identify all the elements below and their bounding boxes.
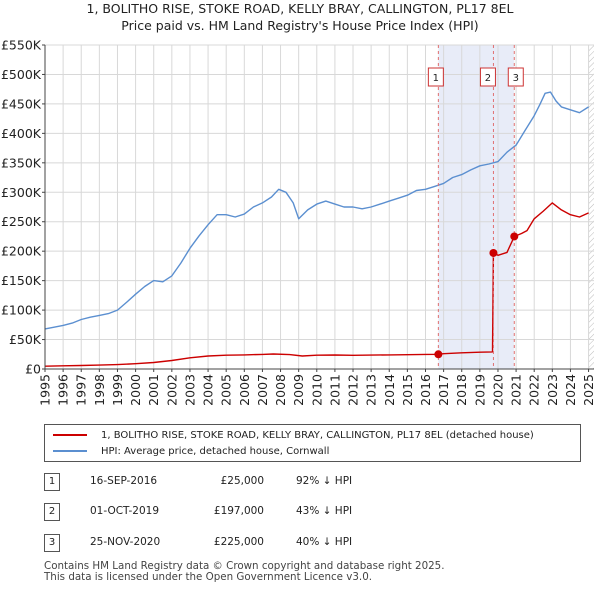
y-tick-label: £400K [1, 126, 42, 141]
y-tick-label: £450K [1, 96, 42, 111]
footer-line-copyright: Contains HM Land Registry data © Crown c… [44, 560, 445, 572]
y-tick-label: £200K [1, 244, 42, 259]
sale-price: £25,000 [220, 475, 264, 487]
sale-hpi-diff: 40% ↓ HPI [296, 536, 353, 548]
legend-label-property: 1, BOLITHO RISE, STOKE ROAD, KELLY BRAY,… [101, 429, 534, 441]
legend-item-property: 1, BOLITHO RISE, STOKE ROAD, KELLY BRAY,… [53, 427, 534, 443]
property-series-line [44, 202, 589, 367]
sale-row: 2 01-OCT-2019 £197,000 43% ↓ HPI [44, 502, 584, 522]
x-tick-label: 2014 [382, 374, 397, 406]
legend-swatch-hpi [53, 450, 87, 452]
x-tick-label: 2008 [273, 374, 288, 406]
y-tick-label: £100K [1, 303, 42, 318]
legend-item-hpi: HPI: Average price, detached house, Corn… [53, 443, 329, 459]
sale-price: £225,000 [213, 536, 264, 548]
legend-label-hpi: HPI: Average price, detached house, Corn… [101, 445, 330, 457]
sale-point [510, 232, 519, 241]
x-tick-label: 2019 [472, 374, 487, 406]
x-tick-label: 2013 [364, 374, 379, 406]
chart-title: 1, BOLITHO RISE, STOKE ROAD, KELLY BRAY,… [86, 1, 514, 16]
x-tick-label: 2005 [219, 374, 234, 406]
chart-subtitle: Price paid vs. HM Land Registry's House … [121, 18, 479, 33]
footer-line-licence: This data is licensed under the Open Gov… [44, 571, 373, 583]
x-tick-label: 2000 [128, 374, 143, 406]
y-tick-label: £500K [1, 67, 42, 82]
sale-row: 1 16-SEP-2016 £25,000 92% ↓ HPI [44, 472, 584, 492]
y-tick-label: £350K [1, 155, 42, 170]
sale-hpi-diff: 43% ↓ HPI [296, 505, 353, 517]
x-tick-label: 2025 [581, 374, 596, 406]
x-tick-label: 1997 [74, 374, 89, 406]
footer-attribution: Contains HM Land Registry data © Crown c… [44, 561, 445, 583]
x-tick-label: 2017 [436, 374, 451, 406]
x-tick-label: 2023 [545, 374, 560, 406]
x-tick-label: 2022 [527, 374, 542, 406]
sale-number-badge: 1 [44, 473, 60, 491]
x-tick-label: 1995 [38, 374, 53, 406]
sale-hpi-diff: 92% ↓ HPI [296, 475, 353, 487]
price-chart: 1 2 3 £0 £50K £100K £150K £200K £250K £300K £350K… [1, 38, 596, 406]
x-tick-label: 2006 [237, 374, 252, 406]
x-tick-label: 2009 [291, 374, 306, 406]
sale-marker-label: 3 [513, 73, 519, 84]
future-hatch-region [588, 45, 594, 369]
x-tick-label: 2001 [146, 374, 161, 406]
x-tick-label: 2011 [327, 374, 342, 406]
sale-marker-box [479, 67, 496, 87]
sale-marker-label: 1 [433, 73, 439, 84]
x-tick-label: 2016 [418, 374, 433, 406]
x-tick-label: 2018 [454, 374, 469, 406]
sale-point [489, 248, 498, 257]
sale-date: 25-NOV-2020 [90, 536, 161, 548]
ownership-shaded-region [438, 45, 515, 369]
y-tick-label: £300K [1, 185, 42, 200]
sale-number-badge: 3 [44, 534, 60, 552]
chart-legend: 1, BOLITHO RISE, STOKE ROAD, KELLY BRAY,… [44, 424, 581, 462]
x-tick-label: 2020 [490, 374, 505, 406]
sale-number-badge: 2 [44, 503, 60, 521]
y-tick-label: £150K [1, 273, 42, 288]
x-tick-label: 2007 [255, 374, 270, 406]
sale-price: £197,000 [213, 505, 264, 517]
sale-row: 3 25-NOV-2020 £225,000 40% ↓ HPI [44, 533, 584, 553]
legend-swatch-property [53, 434, 87, 436]
x-tick-label: 2004 [201, 374, 216, 406]
y-tick-label: £250K [1, 214, 42, 229]
hpi-series-line [44, 91, 589, 330]
x-tick-label: 1999 [110, 374, 125, 406]
x-tick-label: 2015 [400, 374, 415, 406]
x-tick-label: 1996 [56, 374, 71, 406]
x-tick-label: 2021 [509, 374, 524, 406]
x-tick-label: 2002 [164, 374, 179, 406]
x-tick-label: 2010 [309, 374, 324, 406]
x-tick-label: 1998 [92, 374, 107, 406]
y-tick-label: £50K [9, 332, 42, 347]
y-tick-label: £0 [25, 362, 41, 377]
x-tick-label: 2003 [182, 374, 197, 406]
y-tick-label: £550K [1, 38, 42, 53]
sale-date: 16-SEP-2016 [90, 475, 158, 487]
sale-date: 01-OCT-2019 [90, 505, 159, 517]
sale-point [434, 350, 443, 359]
sale-marker-label: 2 [485, 73, 491, 84]
x-tick-label: 2012 [346, 374, 361, 406]
sale-marker-box [507, 67, 524, 87]
x-tick-label: 2024 [563, 374, 578, 406]
sale-marker-box [427, 67, 444, 87]
